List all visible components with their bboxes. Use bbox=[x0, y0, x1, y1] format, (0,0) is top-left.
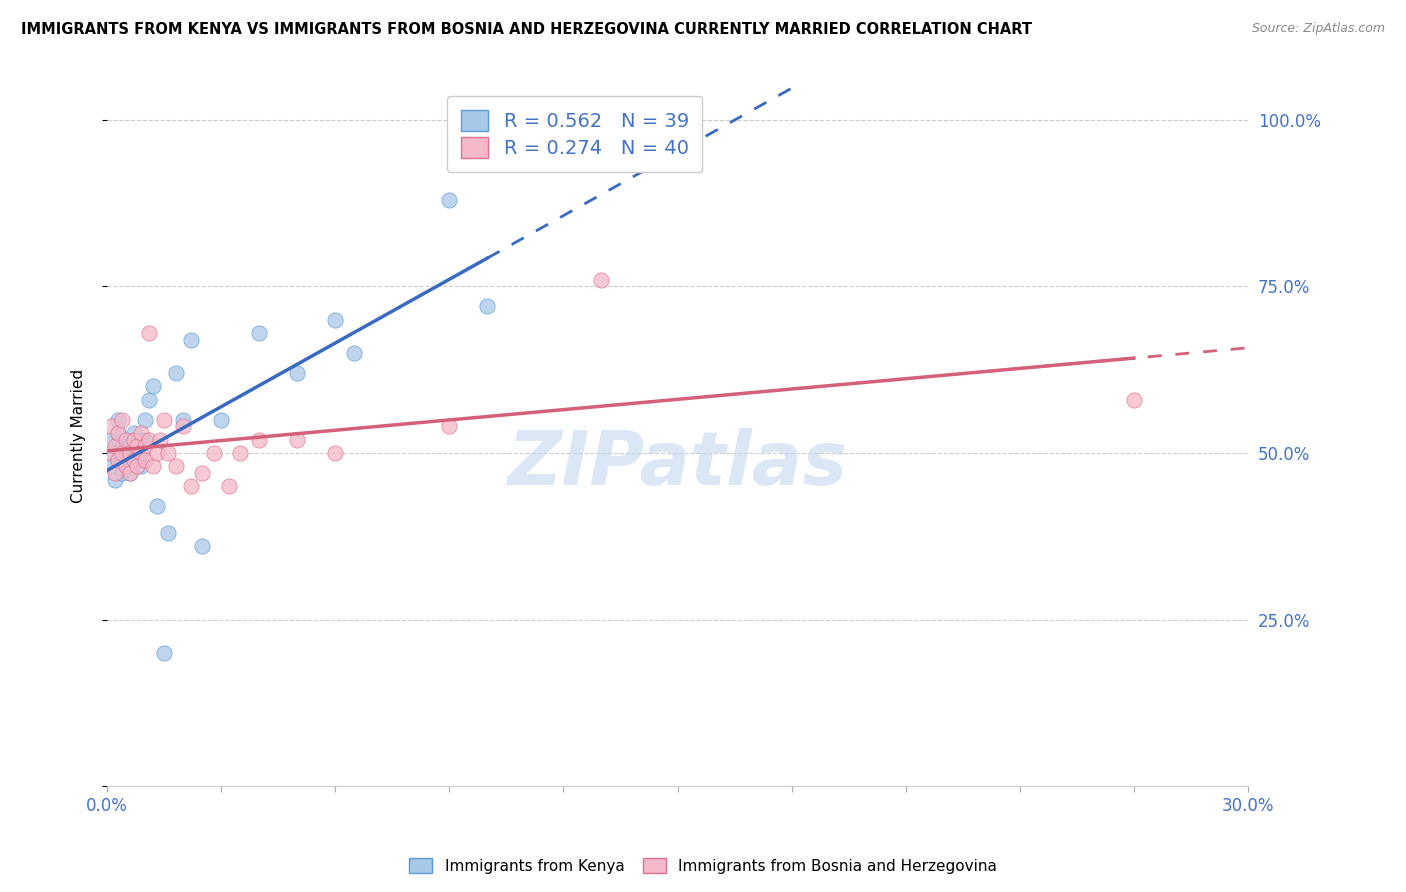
Text: Source: ZipAtlas.com: Source: ZipAtlas.com bbox=[1251, 22, 1385, 36]
Point bbox=[129, 446, 152, 460]
Point bbox=[142, 459, 165, 474]
Point bbox=[172, 419, 194, 434]
Point bbox=[180, 479, 202, 493]
Point bbox=[134, 412, 156, 426]
Point bbox=[115, 433, 138, 447]
Point bbox=[1122, 392, 1144, 407]
Point bbox=[145, 446, 167, 460]
Point bbox=[107, 425, 129, 440]
Point bbox=[247, 326, 270, 340]
Point bbox=[129, 459, 152, 474]
Point bbox=[122, 433, 145, 447]
Point bbox=[118, 439, 141, 453]
Point bbox=[285, 433, 308, 447]
Point bbox=[104, 439, 127, 453]
Point bbox=[115, 446, 138, 460]
Y-axis label: Currently Married: Currently Married bbox=[72, 369, 86, 503]
Point bbox=[118, 452, 141, 467]
Point bbox=[138, 433, 160, 447]
Point bbox=[209, 412, 232, 426]
Point bbox=[191, 466, 214, 480]
Point bbox=[202, 446, 225, 460]
Point bbox=[122, 452, 145, 467]
Point bbox=[107, 425, 129, 440]
Point bbox=[591, 272, 613, 286]
Point bbox=[100, 459, 122, 474]
Point bbox=[111, 466, 134, 480]
Point bbox=[122, 425, 145, 440]
Point bbox=[138, 392, 160, 407]
Point bbox=[104, 473, 127, 487]
Point bbox=[343, 346, 366, 360]
Point bbox=[127, 452, 149, 467]
Point bbox=[191, 539, 214, 553]
Point bbox=[156, 446, 179, 460]
Point bbox=[145, 500, 167, 514]
Point bbox=[127, 439, 149, 453]
Point bbox=[165, 366, 187, 380]
Legend: R = 0.562   N = 39, R = 0.274   N = 40: R = 0.562 N = 39, R = 0.274 N = 40 bbox=[447, 96, 703, 171]
Point bbox=[439, 419, 461, 434]
Point bbox=[138, 326, 160, 340]
Point bbox=[127, 459, 149, 474]
Point bbox=[107, 452, 129, 467]
Point bbox=[218, 479, 240, 493]
Point bbox=[229, 446, 252, 460]
Point bbox=[100, 419, 122, 434]
Point bbox=[118, 466, 141, 480]
Point bbox=[247, 433, 270, 447]
Point bbox=[115, 433, 138, 447]
Point bbox=[129, 446, 152, 460]
Point bbox=[115, 459, 138, 474]
Point bbox=[111, 412, 134, 426]
Point bbox=[134, 433, 156, 447]
Point bbox=[165, 459, 187, 474]
Legend: Immigrants from Kenya, Immigrants from Bosnia and Herzegovina: Immigrants from Kenya, Immigrants from B… bbox=[404, 852, 1002, 880]
Point bbox=[134, 439, 156, 453]
Point bbox=[100, 433, 122, 447]
Point bbox=[127, 439, 149, 453]
Point bbox=[122, 446, 145, 460]
Point bbox=[180, 333, 202, 347]
Point bbox=[134, 452, 156, 467]
Point bbox=[142, 379, 165, 393]
Point bbox=[285, 366, 308, 380]
Point bbox=[323, 312, 346, 326]
Text: ZIPatlas: ZIPatlas bbox=[508, 428, 848, 500]
Point bbox=[439, 193, 461, 207]
Point bbox=[111, 439, 134, 453]
Point bbox=[107, 452, 129, 467]
Point bbox=[111, 446, 134, 460]
Point bbox=[118, 446, 141, 460]
Point bbox=[118, 466, 141, 480]
Point bbox=[100, 446, 122, 460]
Text: IMMIGRANTS FROM KENYA VS IMMIGRANTS FROM BOSNIA AND HERZEGOVINA CURRENTLY MARRIE: IMMIGRANTS FROM KENYA VS IMMIGRANTS FROM… bbox=[21, 22, 1032, 37]
Point bbox=[153, 412, 176, 426]
Point bbox=[153, 646, 176, 660]
Point bbox=[323, 446, 346, 460]
Point bbox=[156, 525, 179, 540]
Point bbox=[115, 459, 138, 474]
Point bbox=[107, 412, 129, 426]
Point bbox=[149, 433, 172, 447]
Point bbox=[104, 446, 127, 460]
Point bbox=[129, 425, 152, 440]
Point bbox=[172, 412, 194, 426]
Point bbox=[104, 466, 127, 480]
Point bbox=[477, 299, 499, 313]
